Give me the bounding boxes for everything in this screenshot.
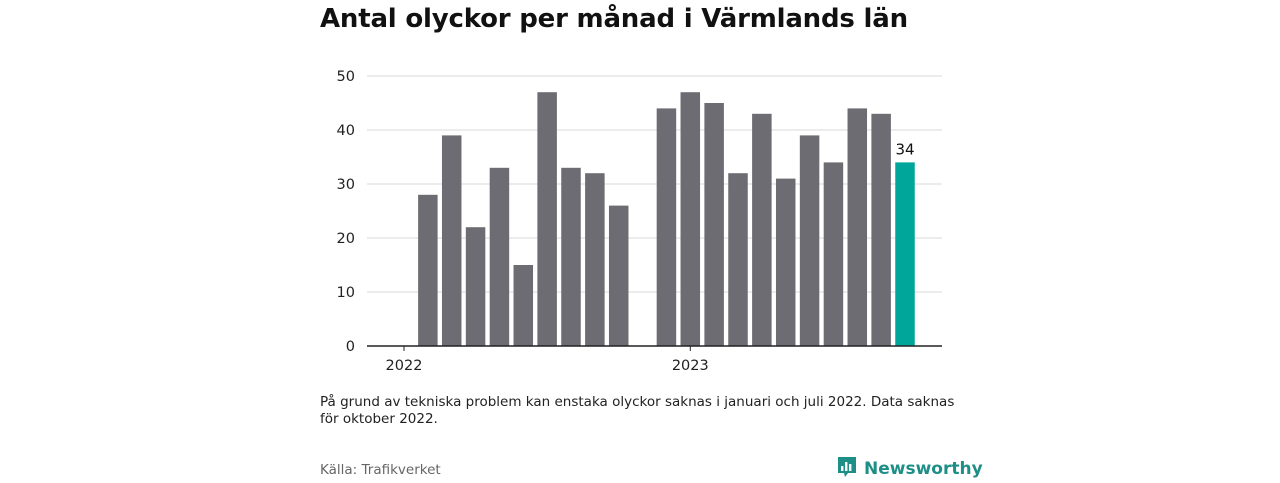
bar <box>513 265 534 346</box>
bar <box>728 173 748 346</box>
x-tick-label: 2023 <box>672 358 709 374</box>
brand-logo[interactable]: Newsworthy <box>836 455 983 483</box>
bar <box>561 167 581 346</box>
chart-footnote: På grund av tekniska problem kan enstaka… <box>320 394 955 427</box>
chart-title: Antal olyckor per månad i Värmlands län <box>320 4 908 34</box>
y-tick-label: 40 <box>337 123 355 139</box>
data-label: 34 <box>895 140 914 158</box>
bar <box>585 173 605 346</box>
bar <box>489 167 510 346</box>
bar-chart-logo-icon <box>836 455 858 483</box>
bar <box>799 135 820 346</box>
bar <box>823 162 844 346</box>
y-tick-label: 0 <box>346 339 355 355</box>
bar <box>752 113 772 346</box>
y-tick-label: 10 <box>337 285 355 301</box>
bar <box>680 92 701 346</box>
bar <box>441 135 462 346</box>
bar <box>847 108 868 347</box>
bar <box>704 103 724 346</box>
bar <box>537 92 557 346</box>
bar <box>418 194 438 346</box>
y-tick-label: 50 <box>337 69 355 85</box>
bar <box>871 113 891 346</box>
brand-name: Newsworthy <box>864 459 983 479</box>
bar <box>656 108 677 347</box>
bar <box>608 205 629 346</box>
x-tick-label: 2022 <box>386 358 423 374</box>
highlighted-bar <box>895 162 915 346</box>
bar <box>775 178 796 346</box>
source-credit: Källa: Trafikverket <box>320 462 441 478</box>
y-tick-label: 20 <box>337 231 355 247</box>
bar <box>465 227 486 346</box>
y-tick-label: 30 <box>337 177 355 193</box>
